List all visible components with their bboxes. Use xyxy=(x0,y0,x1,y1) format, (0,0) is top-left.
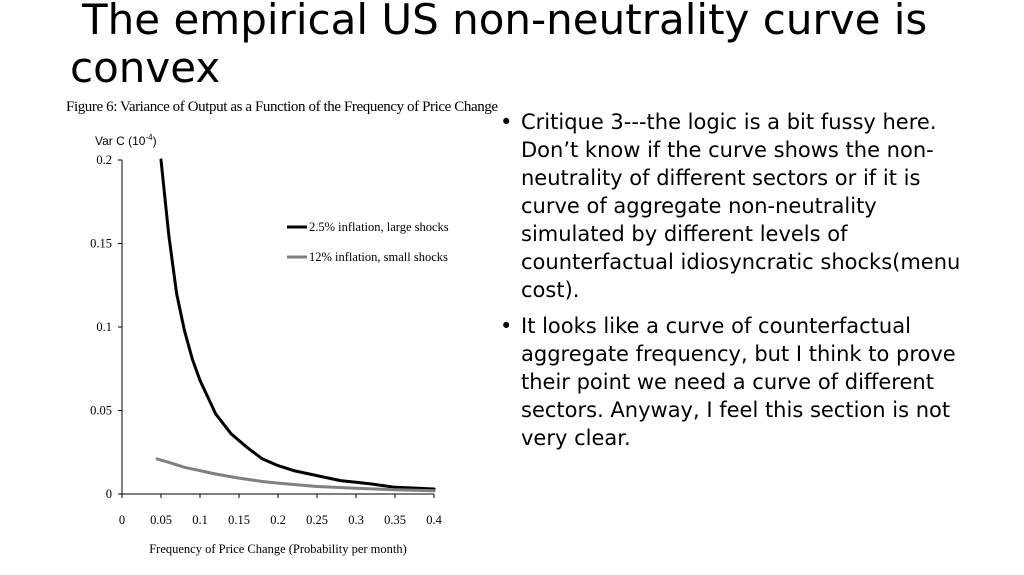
slide-title-line2: convex xyxy=(70,43,221,92)
chart-series xyxy=(155,158,436,493)
series-line-2 xyxy=(155,457,436,493)
x-tick-label: 0.4 xyxy=(426,513,442,527)
chart-axes xyxy=(121,160,434,495)
y-axis-label-exponent: -4 xyxy=(145,133,153,142)
x-tick-label: 0.1 xyxy=(192,513,208,527)
x-tick-label: 0.15 xyxy=(228,513,250,527)
y-axis-label-base: Var C (10 xyxy=(95,134,146,148)
y-tick-label: 0.1 xyxy=(96,320,112,334)
x-axis-label: Frequency of Price Change (Probability p… xyxy=(149,542,407,556)
chart-ticks: 0 0.05 0.1 0.15 0.2 0.25 0.3 0.35 0.4 0 0.05 0.1 0.1… xyxy=(90,153,442,527)
slide-title-line1: The empirical US non-neutrality curve is xyxy=(82,0,928,44)
x-tick-label: 0 xyxy=(119,513,125,527)
legend-label-1: 2.5% inflation, large shocks xyxy=(309,220,449,234)
figure-caption: Figure 6: Variance of Output as a Functi… xyxy=(66,99,498,115)
chart-legend: 2.5% inflation, large shocks 12% inflatio… xyxy=(287,220,449,264)
bullet-text-2: It looks like a curve of counterfactual … xyxy=(521,314,956,450)
y-tick-label: 0 xyxy=(106,487,112,501)
slide-title: The empirical US non-neutrality curve is… xyxy=(70,0,1010,92)
x-tick-label: 0.3 xyxy=(348,513,364,527)
y-tick-label: 0.05 xyxy=(90,404,112,418)
x-tick-label: 0.25 xyxy=(306,513,328,527)
x-tick-label: 0.2 xyxy=(270,513,286,527)
bullet-dot: • xyxy=(500,110,513,134)
bullet-item-1: • Critique 3---the logic is a bit fussy h… xyxy=(496,108,966,304)
bullet-text-1: Critique 3---the logic is a bit fussy he… xyxy=(521,110,961,302)
y-tick-label: 0.15 xyxy=(90,237,112,251)
x-tick-label: 0.05 xyxy=(150,513,172,527)
y-tick-label: 0.2 xyxy=(96,153,112,167)
y-axis-label-close: ) xyxy=(153,134,157,148)
bullet-item-2: • It looks like a curve of counterfactual… xyxy=(496,312,966,452)
bullet-dot: • xyxy=(500,314,513,338)
bullet-list: • Critique 3---the logic is a bit fussy h… xyxy=(496,108,966,460)
series-line-1 xyxy=(159,158,436,491)
legend-label-2: 12% inflation, small shocks xyxy=(309,250,448,264)
x-tick-label: 0.35 xyxy=(384,513,406,527)
y-axis-label: Var C (10-4) xyxy=(95,133,157,148)
